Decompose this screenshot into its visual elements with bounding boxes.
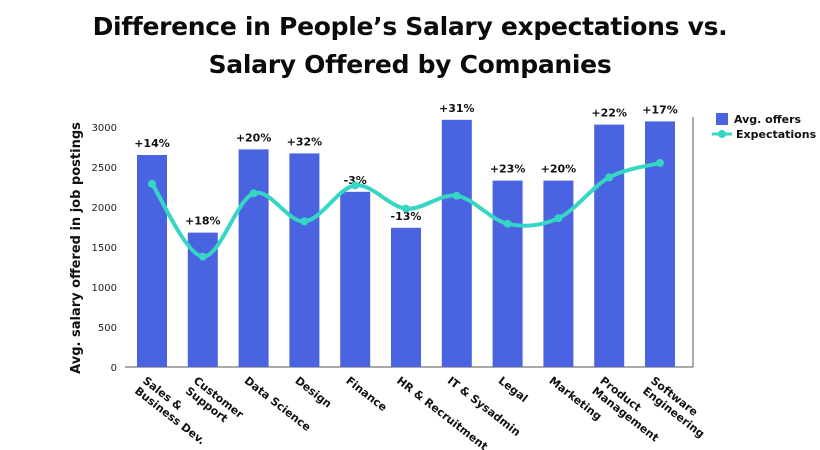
expectations-point-1 xyxy=(148,179,156,188)
data-label: +20% xyxy=(236,131,272,144)
bar-9 xyxy=(543,180,574,367)
y-tick-label: 3000 xyxy=(92,123,117,134)
y-tick-label: 1500 xyxy=(92,243,117,254)
x-tick-label: HR & Recruitment xyxy=(394,374,490,450)
bar-8 xyxy=(492,180,523,367)
x-tick-label: CustomerSupport xyxy=(183,374,246,432)
bar-7 xyxy=(441,119,472,367)
y-tick-label: 1000 xyxy=(92,283,117,294)
bar-3 xyxy=(238,149,269,367)
x-tick-label-line: Finance xyxy=(343,374,389,414)
expectations-point-3 xyxy=(249,189,258,198)
x-tick-label: Legal xyxy=(496,374,530,405)
expectations-point-11 xyxy=(656,159,664,167)
bar-4 xyxy=(289,153,320,367)
expectations-point-6 xyxy=(402,204,410,213)
data-label: +14% xyxy=(134,137,170,150)
x-tick-label-line: Design xyxy=(293,374,335,410)
bar-11 xyxy=(645,121,675,368)
legend-label-expectations: Expectations xyxy=(736,128,817,141)
data-label: -3% xyxy=(344,174,367,187)
data-label: +23% xyxy=(490,163,526,176)
x-tick-label-line: HR & Recruitment xyxy=(394,374,490,450)
chart-title-line-1: Difference in People’s Salary expectatio… xyxy=(92,12,728,41)
bar-10 xyxy=(594,124,625,367)
data-label: +22% xyxy=(591,107,627,120)
y-tick-label: 2000 xyxy=(92,203,117,214)
legend-swatch-avg-offers xyxy=(716,113,728,125)
data-label: +32% xyxy=(287,135,323,148)
y-tick-label: 500 xyxy=(98,323,117,334)
data-label: +31% xyxy=(439,102,475,115)
y-tick-label: 0 xyxy=(111,363,117,374)
data-label: -13% xyxy=(391,210,422,223)
x-tick-label-line: Legal xyxy=(496,374,530,405)
legend-label-avg-offers: Avg. offers xyxy=(734,113,802,126)
chart-title-line-2: Salary Offered by Companies xyxy=(208,50,612,79)
y-tick-label: 2500 xyxy=(92,163,117,174)
expectations-point-7 xyxy=(452,191,461,200)
y-axis-label: Avg. salary offered in job postings xyxy=(69,122,84,374)
bar-1 xyxy=(137,155,167,367)
bar-6 xyxy=(391,227,421,367)
data-label: +17% xyxy=(642,103,678,116)
expectations-point-9 xyxy=(554,214,563,223)
expectations-point-8 xyxy=(503,219,512,228)
x-tick-label: Design xyxy=(293,374,335,410)
bar-5 xyxy=(340,191,371,367)
expectations-point-10 xyxy=(605,173,614,182)
data-label: +18% xyxy=(185,215,221,228)
x-tick-label: Finance xyxy=(343,374,389,414)
legend-swatch-expectations-dot xyxy=(718,130,726,138)
expectations-point-4 xyxy=(300,217,309,226)
expectations-line xyxy=(150,161,662,259)
data-label: +20% xyxy=(541,163,577,176)
expectations-point-2 xyxy=(198,252,207,261)
expectations-point-5 xyxy=(351,181,360,190)
